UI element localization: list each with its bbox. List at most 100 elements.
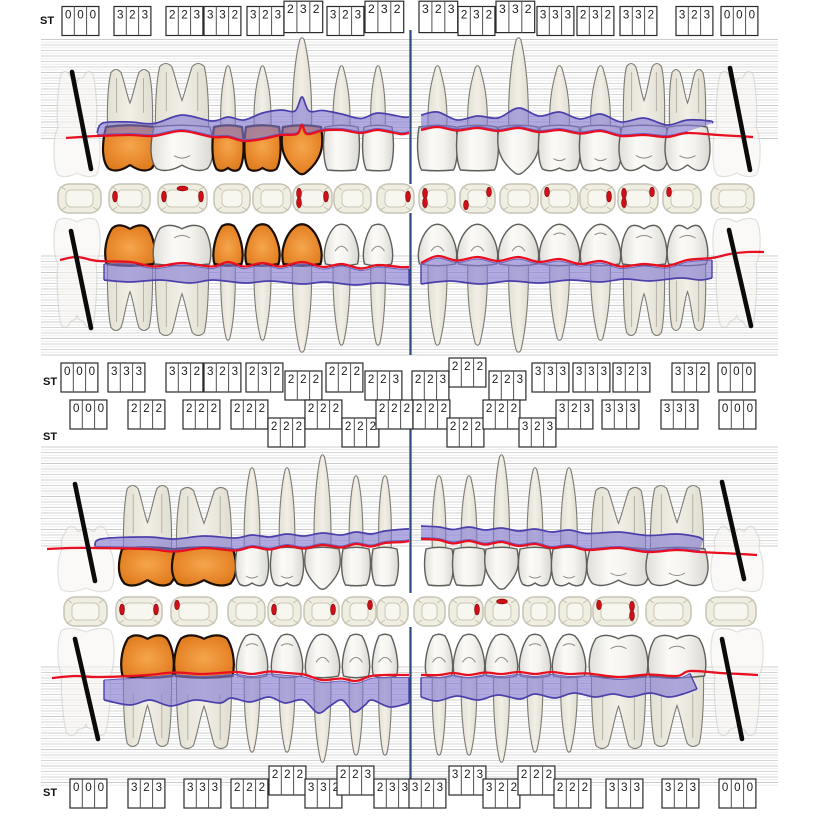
svg-text:2: 2	[169, 9, 175, 22]
svg-text:3: 3	[194, 9, 200, 22]
svg-text:3: 3	[300, 2, 307, 16]
svg-text:3: 3	[601, 365, 607, 378]
svg-text:3: 3	[687, 365, 693, 378]
svg-text:2: 2	[341, 365, 347, 378]
svg-text:3: 3	[535, 365, 541, 378]
svg-text:2: 2	[427, 373, 433, 386]
svg-text:3: 3	[499, 2, 506, 16]
svg-text:ST: ST	[43, 431, 57, 443]
svg-text:2: 2	[461, 9, 467, 22]
svg-text:3: 3	[452, 768, 458, 781]
svg-text:2: 2	[357, 420, 363, 433]
svg-text:3: 3	[540, 9, 546, 22]
svg-text:3: 3	[123, 365, 129, 378]
svg-text:2: 2	[477, 360, 483, 373]
svg-text:ST: ST	[43, 787, 57, 799]
svg-text:3: 3	[616, 365, 622, 378]
svg-text:3: 3	[522, 420, 528, 433]
svg-text:3: 3	[142, 9, 148, 22]
svg-text:3: 3	[621, 781, 627, 794]
svg-text:2: 2	[186, 402, 192, 415]
svg-text:3: 3	[609, 781, 615, 794]
svg-text:2: 2	[677, 781, 683, 794]
svg-text:0: 0	[76, 365, 82, 378]
svg-text:2: 2	[234, 781, 240, 794]
svg-text:2: 2	[521, 768, 527, 781]
svg-text:2: 2	[333, 402, 339, 415]
svg-text:2: 2	[313, 2, 320, 16]
svg-text:2: 2	[131, 402, 137, 415]
svg-text:0: 0	[736, 9, 742, 22]
svg-text:2: 2	[498, 781, 504, 794]
svg-text:3: 3	[308, 781, 314, 794]
svg-text:2: 2	[320, 402, 326, 415]
svg-text:2: 2	[416, 402, 422, 415]
svg-text:2: 2	[569, 781, 575, 794]
svg-text:2: 2	[143, 402, 149, 415]
svg-text:2: 2	[557, 781, 563, 794]
svg-text:3: 3	[592, 9, 598, 22]
svg-text:2: 2	[648, 9, 654, 22]
svg-text:2: 2	[415, 373, 421, 386]
svg-text:2: 2	[368, 2, 375, 16]
svg-text:3: 3	[330, 9, 336, 22]
svg-text:2: 2	[259, 781, 265, 794]
svg-text:0: 0	[734, 781, 740, 794]
svg-text:0: 0	[98, 402, 104, 415]
svg-text:2: 2	[329, 365, 335, 378]
svg-text:2: 2	[404, 402, 410, 415]
svg-text:0: 0	[734, 402, 740, 415]
svg-text:2: 2	[700, 365, 706, 378]
svg-text:2: 2	[464, 360, 470, 373]
svg-text:3: 3	[665, 781, 671, 794]
svg-text:0: 0	[733, 365, 739, 378]
svg-text:2: 2	[288, 373, 294, 386]
svg-text:3: 3	[437, 781, 443, 794]
svg-text:3: 3	[635, 9, 641, 22]
svg-text:0: 0	[85, 402, 91, 415]
svg-text:2: 2	[342, 9, 348, 22]
svg-text:2: 2	[511, 402, 517, 415]
svg-text:2: 2	[380, 373, 386, 386]
svg-text:0: 0	[749, 9, 755, 22]
svg-text:3: 3	[156, 781, 162, 794]
svg-text:3: 3	[676, 402, 682, 415]
svg-text:2: 2	[274, 365, 280, 378]
svg-text:2: 2	[259, 402, 265, 415]
svg-text:0: 0	[89, 365, 95, 378]
svg-text:3: 3	[584, 402, 590, 415]
svg-text:0: 0	[65, 9, 71, 22]
svg-text:2: 2	[246, 402, 252, 415]
svg-text:2: 2	[340, 768, 346, 781]
svg-text:ST: ST	[43, 376, 57, 388]
svg-text:2: 2	[394, 2, 401, 16]
svg-text:2: 2	[249, 365, 255, 378]
svg-text:2: 2	[580, 9, 586, 22]
svg-text:2: 2	[300, 373, 306, 386]
svg-text:3: 3	[560, 365, 566, 378]
svg-text:3: 3	[675, 365, 681, 378]
svg-text:0: 0	[747, 402, 753, 415]
svg-text:3: 3	[630, 402, 636, 415]
svg-text:3: 3	[588, 365, 594, 378]
svg-text:0: 0	[722, 781, 728, 794]
svg-text:3: 3	[512, 2, 519, 16]
svg-text:3: 3	[547, 420, 553, 433]
svg-text:3: 3	[402, 781, 408, 794]
svg-text:2: 2	[492, 373, 498, 386]
svg-text:3: 3	[448, 2, 455, 16]
svg-text:3: 3	[517, 373, 523, 386]
svg-text:0: 0	[64, 365, 70, 378]
svg-text:2: 2	[284, 768, 290, 781]
svg-text:3: 3	[389, 781, 395, 794]
svg-text:3: 3	[690, 781, 696, 794]
svg-text:2: 2	[571, 402, 577, 415]
svg-text:2: 2	[533, 768, 539, 781]
svg-text:2: 2	[232, 9, 238, 22]
svg-text:3: 3	[212, 781, 218, 794]
svg-text:2: 2	[272, 768, 278, 781]
svg-text:3: 3	[320, 781, 326, 794]
svg-text:3: 3	[617, 402, 623, 415]
svg-text:2: 2	[129, 9, 135, 22]
svg-text:3: 3	[219, 9, 225, 22]
